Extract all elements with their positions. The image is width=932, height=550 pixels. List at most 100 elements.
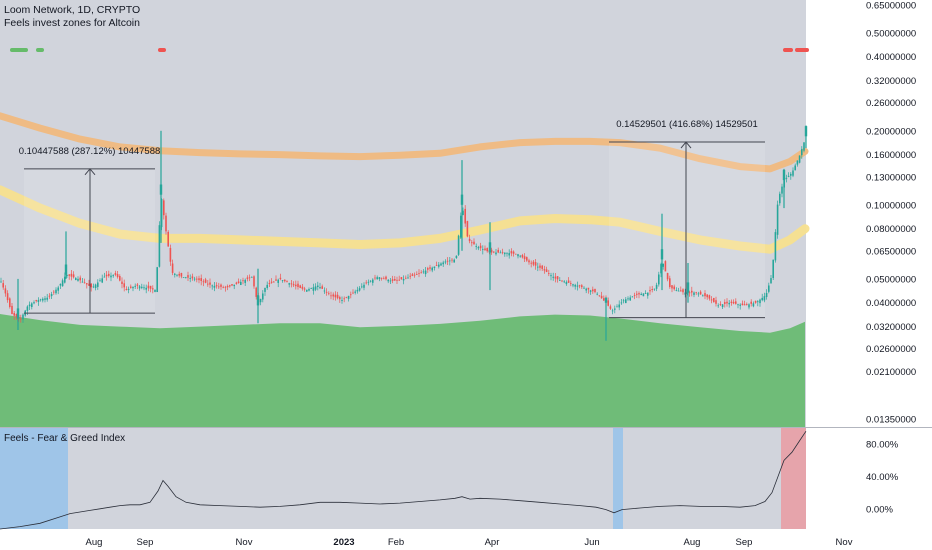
candle-body bbox=[517, 254, 519, 257]
candle-body bbox=[275, 279, 277, 281]
candle-body bbox=[4, 288, 7, 294]
candle-body bbox=[435, 265, 438, 266]
candle-body bbox=[534, 262, 537, 266]
time-axis-label: 2023 bbox=[333, 537, 354, 548]
candle-body bbox=[609, 306, 612, 309]
candle-body bbox=[735, 301, 737, 304]
candle-body bbox=[380, 277, 383, 279]
candle-body bbox=[486, 248, 488, 252]
candle-body bbox=[90, 283, 92, 288]
candle-body bbox=[653, 288, 656, 290]
price-axis-label: 0.05000000 bbox=[866, 274, 916, 285]
candle-body bbox=[631, 296, 634, 298]
candle-body bbox=[523, 256, 526, 260]
chart-title: Loom Network, 1D, CRYPTO bbox=[4, 4, 141, 16]
candle-body bbox=[75, 278, 77, 280]
candle-body bbox=[59, 283, 62, 286]
candle-body bbox=[466, 221, 469, 237]
candle-body bbox=[13, 313, 15, 316]
candle-body bbox=[655, 284, 658, 289]
price-axis-label: 0.20000000 bbox=[866, 126, 916, 137]
candle-body bbox=[706, 294, 708, 298]
index-axis-label: 80.00% bbox=[866, 440, 899, 451]
spike-body bbox=[460, 194, 464, 205]
candle-body bbox=[614, 308, 616, 310]
candle-body bbox=[765, 293, 768, 297]
candle-body bbox=[721, 304, 724, 308]
candle-body bbox=[92, 286, 95, 288]
candle-body bbox=[570, 283, 572, 284]
candle-body bbox=[468, 238, 471, 242]
candle-body bbox=[787, 175, 790, 177]
time-axis-label: Sep bbox=[736, 537, 753, 548]
candle-body bbox=[776, 204, 779, 235]
candle-body bbox=[152, 288, 154, 290]
price-axis-label: 0.03200000 bbox=[866, 322, 916, 333]
spike-body bbox=[159, 184, 163, 195]
candle-body bbox=[101, 278, 103, 283]
candle-body bbox=[9, 298, 11, 307]
candle-body bbox=[598, 295, 601, 297]
candle-body bbox=[235, 282, 238, 284]
candle-body bbox=[81, 281, 84, 283]
price-axis-label: 0.13000000 bbox=[866, 172, 916, 183]
price-axis-label: 0.26000000 bbox=[866, 98, 916, 109]
candle-body bbox=[768, 285, 770, 292]
candle-body bbox=[341, 300, 343, 301]
spike-body bbox=[16, 308, 20, 319]
candle-body bbox=[284, 279, 286, 282]
candle-body bbox=[790, 173, 792, 176]
candle-body bbox=[286, 281, 288, 283]
candle-body bbox=[600, 295, 603, 299]
candle-body bbox=[264, 288, 266, 292]
candle-body bbox=[627, 298, 629, 300]
candle-body bbox=[26, 306, 29, 311]
candle-body bbox=[182, 277, 185, 278]
candle-body bbox=[572, 284, 574, 286]
candle-body bbox=[576, 285, 579, 287]
spike-body bbox=[660, 249, 664, 260]
candle-body bbox=[781, 186, 783, 194]
candle-body bbox=[510, 251, 513, 254]
candle-body bbox=[336, 294, 339, 299]
candle-body bbox=[308, 289, 310, 291]
candle-body bbox=[596, 293, 598, 295]
candle-body bbox=[460, 215, 462, 238]
candle-body bbox=[519, 255, 521, 257]
candle-body bbox=[220, 284, 222, 287]
orange-band-line bbox=[0, 112, 809, 173]
candle-body bbox=[376, 277, 378, 280]
candle-body bbox=[361, 286, 363, 288]
candle-body bbox=[66, 275, 68, 276]
candle-body bbox=[176, 274, 178, 276]
candle-body bbox=[222, 287, 224, 289]
candle-body bbox=[158, 225, 161, 267]
candle-body bbox=[332, 294, 334, 297]
candle-body bbox=[97, 282, 99, 287]
candle-body bbox=[130, 286, 132, 288]
candle-body bbox=[442, 262, 444, 265]
candle-body bbox=[246, 277, 249, 279]
price-axis-label: 0.01350000 bbox=[866, 414, 916, 425]
candle-body bbox=[730, 301, 733, 303]
candle-body bbox=[290, 283, 293, 285]
candle-body bbox=[391, 279, 394, 281]
candle-body bbox=[2, 283, 4, 288]
candle-body bbox=[193, 278, 196, 280]
candle-body bbox=[493, 251, 495, 253]
candle-body bbox=[748, 304, 750, 308]
candle-body bbox=[180, 273, 183, 277]
candle-body bbox=[545, 269, 548, 272]
candle-body bbox=[561, 280, 563, 282]
candle-body bbox=[297, 283, 299, 287]
candle-body bbox=[35, 300, 37, 302]
time-axis-label: Nov bbox=[836, 537, 853, 548]
candle-body bbox=[574, 284, 576, 287]
candle-body bbox=[354, 291, 356, 293]
price-axis-label: 0.65000000 bbox=[866, 0, 916, 11]
candle-body bbox=[501, 252, 504, 254]
measure-label-2: 0.14529501 (416.68%) 14529501 bbox=[616, 119, 758, 130]
candle-body bbox=[191, 276, 194, 279]
candle-body bbox=[411, 274, 414, 276]
time-axis-label: Apr bbox=[485, 537, 500, 548]
